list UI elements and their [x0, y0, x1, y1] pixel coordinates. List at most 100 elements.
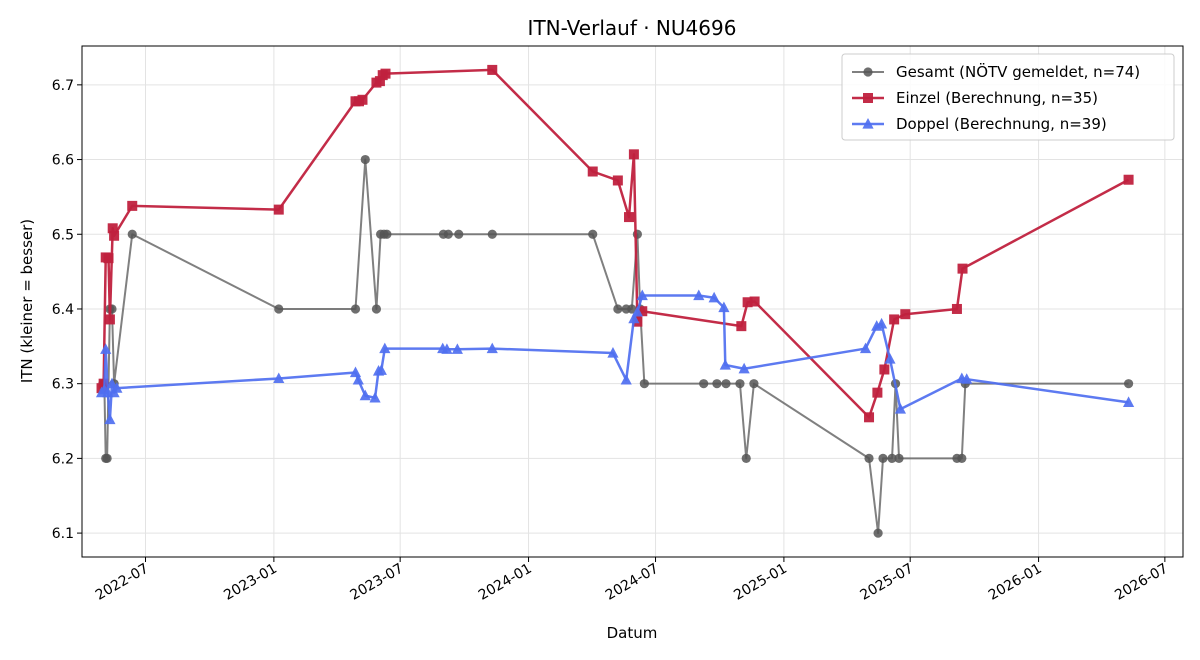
data-point	[693, 289, 705, 301]
data-point	[957, 453, 967, 463]
legend-label: Doppel (Berechnung, n=39)	[896, 115, 1107, 133]
data-point	[900, 309, 911, 320]
data-point	[369, 391, 381, 403]
data-point	[718, 301, 730, 313]
data-point	[864, 412, 875, 423]
data-point	[451, 343, 463, 354]
y-tick-label: 6.6	[52, 153, 74, 169]
data-point	[627, 304, 637, 314]
legend-entry: Gesamt (NÖTV gemeldet, n=74)	[852, 62, 1140, 81]
data-point	[374, 76, 385, 87]
data-point	[738, 362, 750, 374]
y-tick-label: 6.2	[52, 451, 74, 467]
data-point	[712, 379, 722, 389]
data-point	[613, 304, 623, 314]
data-point	[102, 453, 112, 463]
data-point	[632, 229, 642, 239]
data-point	[104, 413, 116, 425]
legend-label: Einzel (Berechnung, n=35)	[896, 89, 1098, 107]
data-point	[360, 154, 370, 165]
data-point	[735, 379, 745, 389]
data-point	[961, 373, 973, 384]
data-point	[875, 317, 888, 329]
data-point	[1122, 396, 1135, 407]
data-point	[620, 373, 632, 385]
data-point	[878, 453, 888, 463]
data-point	[587, 166, 598, 177]
data-point	[107, 223, 118, 234]
data-point	[951, 303, 962, 314]
data-point	[749, 379, 759, 389]
data-point	[742, 297, 753, 308]
legend-box	[841, 53, 1175, 141]
legend-marker	[862, 118, 874, 129]
data-point	[719, 359, 731, 370]
legend-entry: Einzel (Berechnung, n=35)	[852, 89, 1098, 107]
y-tick-label: 6.1	[52, 526, 74, 542]
data-point	[441, 343, 453, 354]
data-point	[380, 68, 391, 79]
data-point	[699, 379, 709, 389]
data-point	[486, 342, 498, 354]
data-point	[359, 389, 371, 401]
data-point	[721, 379, 731, 389]
data-point	[639, 379, 649, 389]
data-point	[100, 343, 112, 354]
legend-marker	[863, 67, 873, 77]
legend-label: Gesamt (NÖTV gemeldet, n=74)	[896, 62, 1140, 81]
data-point	[379, 342, 391, 354]
data-point	[889, 314, 900, 325]
data-point	[873, 528, 883, 538]
data-point	[708, 291, 720, 303]
plot-frame	[81, 45, 1184, 558]
data-point	[887, 453, 897, 463]
data-point	[375, 364, 387, 375]
data-point	[352, 373, 364, 385]
legend: Gesamt (NÖTV gemeldet, n=74) Einzel (Bere…	[841, 53, 1175, 141]
data-point	[357, 94, 368, 105]
data-point	[736, 321, 747, 332]
y-tick-label: 6.7	[52, 78, 74, 94]
data-point	[894, 403, 907, 414]
data-point	[864, 453, 874, 463]
data-point	[127, 229, 137, 239]
data-point	[127, 200, 138, 211]
data-point	[1123, 174, 1134, 185]
data-point	[443, 229, 453, 239]
y-axis-title: ITN (kleiner = besser)	[18, 219, 36, 383]
data-point	[884, 353, 896, 364]
data-point	[612, 175, 623, 186]
data-point	[607, 347, 619, 358]
data-point	[487, 64, 498, 75]
data-point	[957, 263, 968, 274]
series-layer	[95, 64, 1135, 538]
data-point	[628, 312, 640, 324]
data-point	[274, 304, 284, 314]
data-point	[106, 377, 118, 389]
y-tick-label: 6.5	[52, 227, 74, 243]
legend-marker	[863, 93, 873, 103]
data-point	[371, 304, 382, 314]
series-3	[95, 289, 1135, 425]
grid-layer	[82, 46, 1183, 557]
data-point	[273, 372, 285, 384]
data-point	[350, 304, 361, 314]
data-point	[624, 212, 635, 223]
data-point	[104, 314, 115, 325]
data-point	[103, 253, 114, 264]
data-point	[894, 453, 904, 463]
x-axis-title: Datum	[607, 624, 658, 642]
data-point	[859, 342, 872, 354]
y-tick-label: 6.4	[52, 302, 74, 318]
data-point	[273, 204, 284, 215]
data-point	[879, 364, 890, 375]
data-point	[631, 305, 643, 317]
data-point	[749, 296, 760, 307]
data-point	[454, 229, 464, 239]
data-point	[637, 306, 648, 317]
data-point	[1123, 379, 1134, 389]
data-point	[636, 289, 648, 301]
data-point	[109, 230, 120, 241]
legend-entries: Gesamt (NÖTV gemeldet, n=74) Einzel (Bere…	[852, 62, 1140, 133]
